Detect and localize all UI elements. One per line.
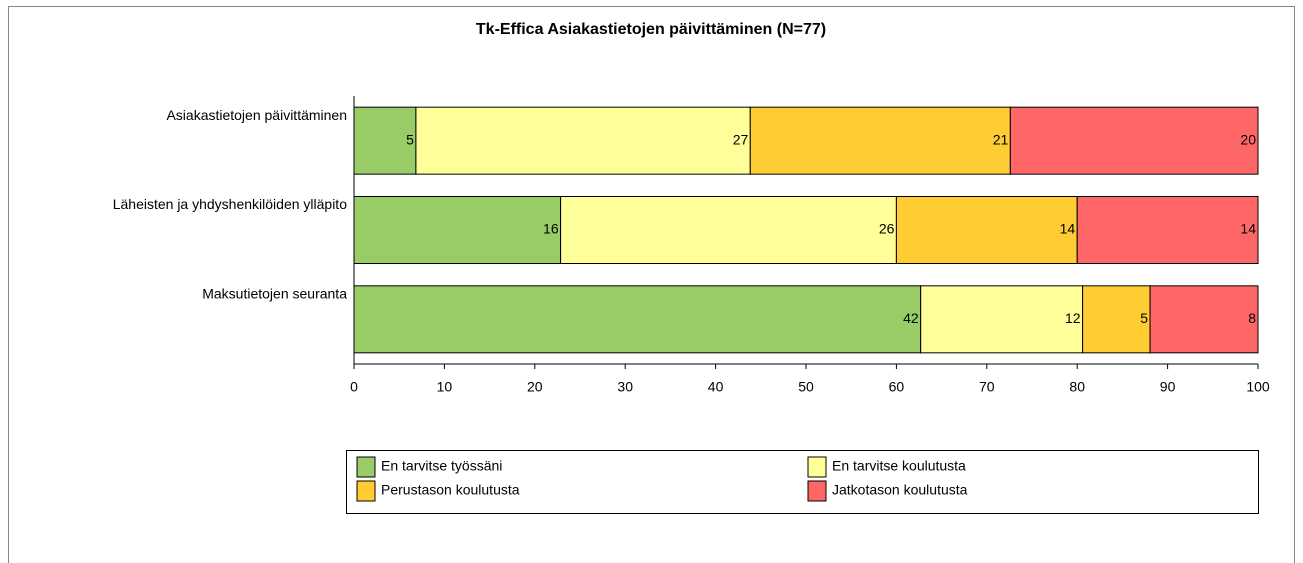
bar-segment [353, 106, 417, 175]
data-label: 14 [1060, 221, 1076, 237]
x-tick-label: 100 [1246, 379, 1270, 395]
legend-swatch [807, 480, 827, 502]
legend-swatch [356, 456, 376, 478]
x-tick-label: 20 [527, 379, 543, 395]
y-tick-label: Maksutietojen seuranta [202, 286, 347, 302]
data-label: 20 [1240, 131, 1256, 147]
legend-label: En tarvitse koulutusta [832, 458, 966, 474]
data-label: 21 [993, 131, 1009, 147]
bar-segment [353, 285, 922, 354]
x-tick-label: 0 [350, 379, 358, 395]
legend-swatch [356, 480, 376, 502]
bar-segment [749, 106, 1011, 175]
data-label: 16 [543, 221, 559, 237]
bar-segment [920, 285, 1084, 354]
data-label: 12 [1065, 310, 1081, 326]
legend-label: En tarvitse työssäni [381, 458, 502, 474]
chart-title: Tk-Effica Asiakastietojen päivittäminen … [476, 21, 826, 38]
bar-segment [1149, 285, 1259, 354]
legend-box [346, 450, 1259, 514]
y-tick-label: Läheisten ja yhdyshenkilöiden ylläpito [113, 196, 347, 212]
legend-label: Perustason koulutusta [381, 482, 520, 498]
bar-segment [1082, 285, 1151, 354]
data-label: 14 [1240, 221, 1256, 237]
legend-swatch [807, 456, 827, 478]
data-label: 42 [903, 310, 919, 326]
legend-label: Jatkotason koulutusta [832, 482, 968, 498]
bar-segment [895, 196, 1078, 264]
x-tick-label: 50 [798, 379, 814, 395]
bar-segment [1076, 196, 1259, 264]
x-tick-label: 60 [889, 379, 905, 395]
bar-segment [1009, 106, 1259, 175]
x-tick-label: 10 [437, 379, 453, 395]
y-tick-label: Asiakastietojen päivittäminen [166, 107, 347, 123]
x-tick-label: 80 [1069, 379, 1085, 395]
data-label: 8 [1248, 310, 1256, 326]
bar-segment [415, 106, 751, 175]
x-tick-label: 40 [708, 379, 724, 395]
bar-segment [353, 196, 562, 264]
data-label: 26 [879, 221, 895, 237]
data-label: 5 [406, 131, 414, 147]
x-tick-label: 90 [1160, 379, 1176, 395]
data-label: 5 [1140, 310, 1148, 326]
x-tick-label: 30 [617, 379, 633, 395]
data-label: 27 [733, 131, 749, 147]
x-tick-label: 70 [979, 379, 995, 395]
bar-segment [560, 196, 897, 264]
